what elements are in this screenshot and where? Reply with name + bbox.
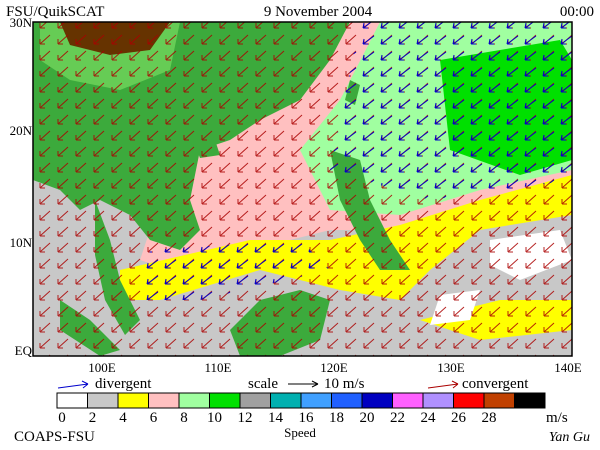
colorbar-label: 20 [360,410,375,426]
colorbar-swatch [392,392,424,409]
colorbar-label: 16 [299,410,315,426]
colorbar-swatch [87,392,119,409]
colorbar-swatch [514,392,546,409]
colorbar-label: 22 [390,410,405,426]
colorbar-swatch [300,392,332,409]
lat-label: 30N [10,15,33,30]
lat-label: 10N [10,235,33,250]
colorbar-label: 4 [119,410,127,426]
colorbar-label: 14 [268,410,284,426]
date: 9 November 2004 [264,4,373,20]
lon-label: 130E [437,360,465,375]
colorbar-label: 24 [421,410,437,426]
scale-label: scale [248,376,278,392]
time: 00:00 [560,4,594,20]
divergent-label: divergent [95,376,152,392]
map-frame [32,21,573,357]
colorbar-label: 18 [329,410,344,426]
colorbar-swatch [209,392,241,409]
colorbar: 0 2 4 6 8 10 12 14 16 18 20 22 24 26 28 [56,392,546,426]
colorbar-label: 12 [238,410,253,426]
colorbar-swatch [178,392,210,409]
colorbar-swatch [117,392,149,409]
convergent-arrow [427,380,459,389]
lat-label: EQ [15,343,33,358]
colorbar-label: 8 [180,410,188,426]
colorbar-swatch [361,392,393,409]
divergent-arrow [57,380,89,389]
colorbar-swatch [239,392,271,409]
colorbar-swatch [56,392,88,409]
colorbar-swatch [148,392,180,409]
colorbar-label: 0 [58,410,66,426]
lon-label: 110E [205,360,232,375]
lon-label: 140E [554,360,582,375]
colorbar-label: 28 [482,410,497,426]
colorbar-title: Speed [284,425,316,440]
convergent-label: convergent [462,376,529,392]
colorbar-swatch [453,392,485,409]
scale-arrow [288,380,319,388]
lon-label: 100E [88,360,116,375]
colorbar-label: 26 [451,410,467,426]
colorbar-swatch [422,392,454,409]
scale-value: 10 m/s [324,376,365,392]
source: FSU/QuikSCAT [6,4,104,20]
colorbar-label: 2 [89,410,97,426]
colorbar-swatch [270,392,302,409]
colorbar-swatch [483,392,515,409]
colorbar-swatch [331,392,363,409]
colorbar-label: 6 [150,410,158,426]
colorbar-unit: m/s [546,410,568,426]
lon-label: 120E [320,360,348,375]
colorbar-label: 10 [207,410,222,426]
lat-label: 20N [10,123,33,138]
author: Yan Gu [549,430,590,445]
map-area [33,22,572,356]
institution: COAPS-FSU [14,429,95,445]
